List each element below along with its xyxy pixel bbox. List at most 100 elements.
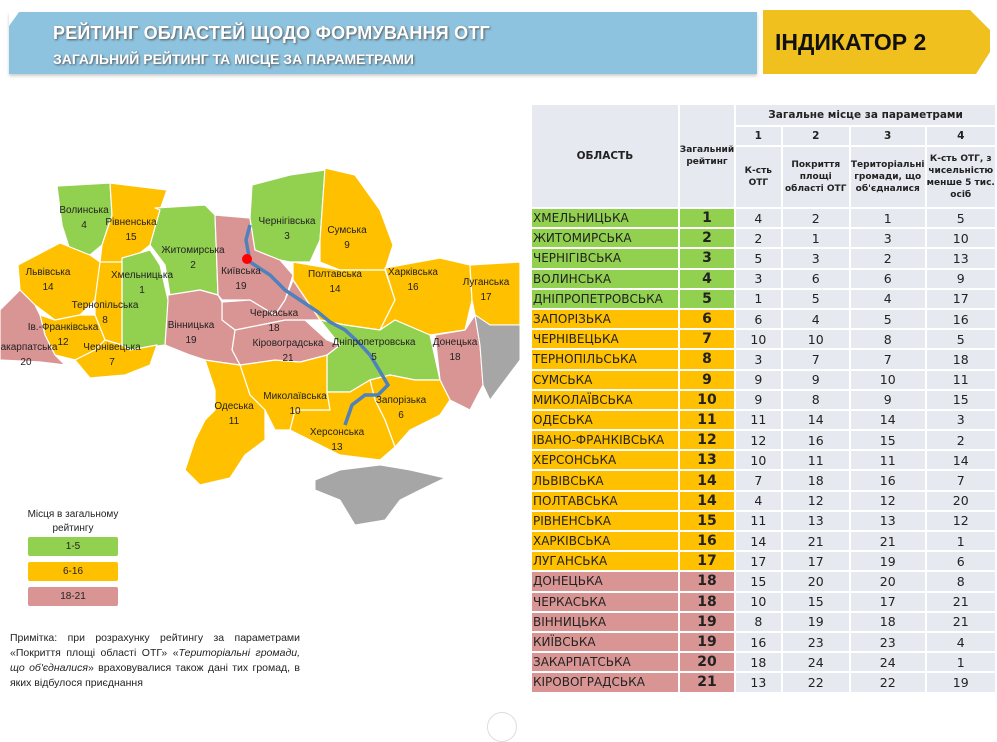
table-row: СУМСЬКА 9 9 9 10 11 xyxy=(530,368,997,391)
param-cell: 3 xyxy=(780,247,851,270)
param-cell: 7 xyxy=(924,469,997,492)
region-label: Луганська 17 xyxy=(463,275,510,305)
region-label: Херсонська 13 xyxy=(310,425,364,455)
region-name: Миколаївська xyxy=(263,391,327,402)
page-title: РЕЙТИНГ ОБЛАСТЕЙ ЩОДО ФОРМУВАННЯ ОТГ xyxy=(53,23,490,43)
region-label: Тернопільська 8 xyxy=(72,298,139,328)
param-cell: 1 xyxy=(780,227,851,250)
region-name: Львівська xyxy=(25,267,71,278)
region-name: Черкаська xyxy=(249,308,299,319)
rating-cell: 14 xyxy=(677,489,737,512)
rating-cell: 2 xyxy=(677,227,737,250)
param-cell: 11 xyxy=(848,449,927,472)
table-row: РІВНЕНСЬКА 15 11 13 13 12 xyxy=(530,509,997,533)
param-cell: 7 xyxy=(780,348,851,371)
region-name: Житомирська xyxy=(161,245,225,256)
param-cell: 9 xyxy=(734,368,783,391)
param-cell: 21 xyxy=(924,590,997,613)
region-label: Житомирська 2 xyxy=(161,243,224,273)
table-row: КИЇВСЬКА 19 16 23 23 4 xyxy=(530,630,997,654)
rating-cell: 14 xyxy=(677,469,737,492)
region-cell: МИКОЛАЇВСЬКА xyxy=(530,388,680,411)
rating-cell: 20 xyxy=(677,651,737,674)
param-cell: 4 xyxy=(780,307,851,331)
param-cell: 14 xyxy=(780,408,851,432)
region-rank: 18 xyxy=(449,352,461,363)
param-cell: 5 xyxy=(848,307,927,331)
param-cell: 24 xyxy=(780,651,851,674)
region-rank: 10 xyxy=(289,406,301,417)
table-row: ЛЬВІВСЬКА 14 7 18 16 7 xyxy=(530,469,997,492)
region-name: Тернопільська xyxy=(71,300,139,311)
table-row: ЧЕРКАСЬКА 18 10 15 17 21 xyxy=(530,590,997,613)
region-cell: ДНІПРОПЕТРОВСЬКА xyxy=(530,287,680,310)
table-row: ВОЛИНСЬКА 4 3 6 6 9 xyxy=(530,267,997,290)
region-label: Ів.-Франківська 12 xyxy=(28,320,99,350)
param-cell: 13 xyxy=(924,247,997,270)
region-name: Одеська xyxy=(214,401,254,412)
region-rank: 9 xyxy=(344,240,350,251)
param-cell: 14 xyxy=(924,449,997,472)
region-cell: ПОЛТАВСЬКА xyxy=(530,489,680,512)
region-name: Запорізька xyxy=(375,395,427,406)
param-cell: 8 xyxy=(780,388,851,411)
region-label: Миколаївська 10 xyxy=(263,389,327,419)
param-cell: 15 xyxy=(734,570,783,593)
param-cell: 18 xyxy=(924,348,997,371)
param-cell: 16 xyxy=(734,630,783,654)
region-cell: ЛУГАНСЬКА xyxy=(530,550,680,573)
rating-cell: 13 xyxy=(677,449,737,472)
table-row: ПОЛТАВСЬКА 14 4 12 12 20 xyxy=(530,489,997,512)
param-cell: 18 xyxy=(780,469,851,492)
region-cell: ЛЬВІВСЬКА xyxy=(530,469,680,492)
param-cell: 16 xyxy=(924,307,997,331)
region-cell: ХАРКІВСЬКА xyxy=(530,529,680,553)
region-name: Рівненська xyxy=(105,217,157,228)
param-cell: 11 xyxy=(780,449,851,472)
param-cell: 10 xyxy=(848,368,927,391)
rating-cell: 5 xyxy=(677,287,737,310)
table-row: ЧЕРНІВЕЦЬКА 7 10 10 8 5 xyxy=(530,328,997,351)
param-cell: 5 xyxy=(780,287,851,310)
table-row: МИКОЛАЇВСЬКА 10 9 8 9 15 xyxy=(530,388,997,411)
param-cell: 2 xyxy=(780,206,851,230)
param-cell: 4 xyxy=(734,206,783,230)
rating-table: ОБЛАСТЬ Загальний рейтинг Загальне місце… xyxy=(530,103,997,694)
rating-cell: 16 xyxy=(677,529,737,553)
param-cell: 5 xyxy=(734,247,783,270)
region-rank: 14 xyxy=(329,284,341,295)
region-label: Сумська 9 xyxy=(327,223,366,253)
param-cell: 3 xyxy=(848,227,927,250)
rating-cell: 4 xyxy=(677,267,737,290)
legend-title: Місця в загальному рейтингу xyxy=(27,509,119,534)
param-cell: 5 xyxy=(924,328,997,351)
param-cell: 9 xyxy=(780,368,851,391)
param-cell: 18 xyxy=(848,610,927,633)
param-cell: 7 xyxy=(848,348,927,371)
param-cell: 15 xyxy=(780,590,851,613)
region-name: Кіровоградська xyxy=(252,338,324,349)
rating-cell: 3 xyxy=(677,247,737,270)
param-cell: 13 xyxy=(780,509,851,533)
region-cell: ЧЕРНІГІВСЬКА xyxy=(530,247,680,270)
region-rank: 20 xyxy=(20,357,32,368)
region-cell: ЧЕРКАСЬКА xyxy=(530,590,680,613)
param-cell: 13 xyxy=(734,671,783,694)
param-cell: 10 xyxy=(780,328,851,351)
rating-cell: 10 xyxy=(677,388,737,411)
banner-notch xyxy=(9,12,19,26)
region-cell: ОДЕСЬКА xyxy=(530,408,680,432)
region-cell: ХЕРСОНСЬКА xyxy=(530,449,680,472)
table-row: ОДЕСЬКА 11 11 14 14 3 xyxy=(530,408,997,432)
param-cell: 1 xyxy=(924,651,997,674)
region-rank: 19 xyxy=(235,281,247,292)
param-cell: 6 xyxy=(780,267,851,290)
crimea xyxy=(314,464,447,526)
param-cell: 1 xyxy=(734,287,783,310)
param-number: 1 xyxy=(734,125,783,147)
rating-cell: 6 xyxy=(677,307,737,331)
region-label: Вінницька 19 xyxy=(168,318,215,348)
legend-pink: 18-21 xyxy=(28,587,118,606)
param-cell: 19 xyxy=(848,550,927,573)
region-label: Донецька 18 xyxy=(433,335,478,365)
